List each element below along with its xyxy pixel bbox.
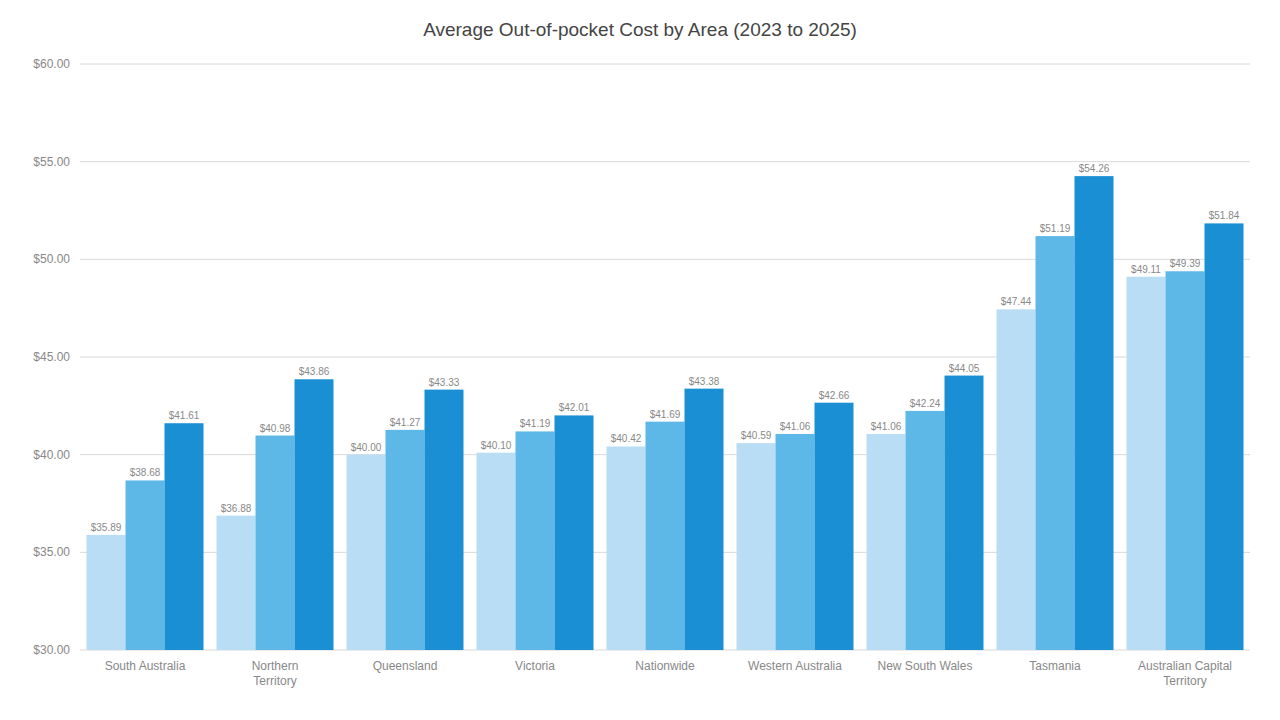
y-tick-label: $35.00 bbox=[33, 545, 70, 559]
title: Average Out-of-pocket Cost by Area (2023… bbox=[423, 19, 857, 40]
x-tick-label: Australian CapitalTerritory bbox=[1138, 659, 1232, 688]
bar bbox=[386, 430, 425, 650]
data-label: $54.26 bbox=[1079, 163, 1110, 174]
data-label: $42.24 bbox=[910, 398, 941, 409]
y-tick-label: $45.00 bbox=[33, 350, 70, 364]
data-label: $43.86 bbox=[299, 366, 330, 377]
bars bbox=[87, 176, 1244, 650]
data-label: $42.66 bbox=[819, 390, 850, 401]
y-tick-label: $30.00 bbox=[33, 643, 70, 657]
data-label: $43.33 bbox=[429, 377, 460, 388]
grid-line bbox=[80, 64, 1250, 65]
data-label: $47.44 bbox=[1001, 296, 1032, 307]
bar bbox=[295, 379, 334, 650]
data-label: $40.42 bbox=[611, 433, 642, 444]
data-label: $41.69 bbox=[650, 409, 681, 420]
x-tick-label: Western Australia bbox=[748, 659, 842, 673]
x-tick-label: Victoria bbox=[515, 659, 555, 673]
bar bbox=[87, 535, 126, 650]
x-tick-label-line: New South Wales bbox=[878, 659, 973, 673]
page: {"chart_data": {"type": "bar", "title": … bbox=[0, 0, 1280, 720]
data-label: $40.98 bbox=[260, 423, 291, 434]
chart: Average Out-of-pocket Cost by Area (2023… bbox=[0, 0, 1280, 720]
data-label: $49.11 bbox=[1131, 264, 1161, 275]
bar bbox=[815, 403, 854, 650]
y-tick-label: $50.00 bbox=[33, 252, 70, 266]
bar bbox=[1036, 236, 1075, 650]
data-label: $43.38 bbox=[689, 376, 720, 387]
bar bbox=[646, 422, 685, 650]
x-tick-label-line: Tasmania bbox=[1029, 659, 1081, 673]
bar bbox=[516, 431, 555, 650]
data-label: $40.10 bbox=[481, 440, 512, 451]
x-tick-label: Nationwide bbox=[635, 659, 695, 673]
data-label: $35.89 bbox=[91, 522, 122, 533]
bar bbox=[1127, 277, 1166, 650]
y-tick-label: $40.00 bbox=[33, 448, 70, 462]
data-label: $42.01 bbox=[559, 402, 590, 413]
bar bbox=[477, 453, 516, 650]
bar bbox=[165, 423, 204, 650]
data-label: $49.39 bbox=[1170, 258, 1201, 269]
bar bbox=[1075, 176, 1114, 650]
x-tick-label: NorthernTerritory bbox=[252, 659, 299, 688]
bar bbox=[997, 309, 1036, 650]
bar bbox=[555, 415, 594, 650]
data-label: $41.19 bbox=[520, 418, 551, 429]
y-tick-label: $55.00 bbox=[33, 155, 70, 169]
bar bbox=[1166, 271, 1205, 650]
x-tick-label-line: Western Australia bbox=[748, 659, 842, 673]
x-tick-label-line: Nationwide bbox=[635, 659, 695, 673]
data-label: $41.06 bbox=[780, 421, 811, 432]
data-labels: $35.89 $36.88 $40.00 $40.10 $40.42 $40.59 $41.… bbox=[91, 163, 1240, 533]
x-tick-label-line: Territory bbox=[253, 674, 296, 688]
x-tick-label-line: Territory bbox=[1163, 674, 1206, 688]
bar bbox=[906, 411, 945, 650]
data-label: $36.88 bbox=[221, 503, 252, 514]
data-label: $41.06 bbox=[871, 421, 902, 432]
data-label: $51.84 bbox=[1209, 210, 1240, 221]
grid bbox=[80, 64, 1250, 650]
bar bbox=[607, 446, 646, 650]
grid-line bbox=[80, 161, 1250, 162]
bar bbox=[945, 376, 984, 650]
bar bbox=[126, 480, 165, 650]
x-tick-label: Tasmania bbox=[1029, 659, 1081, 673]
bar bbox=[685, 389, 724, 650]
data-label: $40.59 bbox=[741, 430, 772, 441]
x-tick-label-line: Northern bbox=[252, 659, 299, 673]
x-tick-label: South Australia bbox=[105, 659, 186, 673]
y-axis: $30.00 $35.00 $40.00 $45.00 $50.00 $55.00 $60.… bbox=[33, 57, 70, 657]
bar bbox=[256, 436, 295, 650]
data-label: $41.61 bbox=[169, 410, 200, 421]
x-tick-label-line: Victoria bbox=[515, 659, 555, 673]
data-label: $38.68 bbox=[130, 467, 161, 478]
bar bbox=[347, 455, 386, 650]
series bbox=[87, 277, 1166, 650]
bar bbox=[217, 516, 256, 650]
series bbox=[126, 236, 1205, 650]
x-tick-label-line: South Australia bbox=[105, 659, 186, 673]
x-tick-label-line: Australian Capital bbox=[1138, 659, 1232, 673]
x-tick-label: Queensland bbox=[373, 659, 438, 673]
bar bbox=[1205, 223, 1244, 650]
bar bbox=[867, 434, 906, 650]
bar bbox=[776, 434, 815, 650]
x-tick-label: New South Wales bbox=[878, 659, 973, 673]
data-label: $51.19 bbox=[1040, 223, 1071, 234]
bar bbox=[425, 390, 464, 650]
y-tick-label: $60.00 bbox=[33, 57, 70, 71]
x-tick-label-line: Queensland bbox=[373, 659, 438, 673]
bar bbox=[737, 443, 776, 650]
x-axis: South AustraliaNorthernTerritoryQueensla… bbox=[105, 659, 1232, 688]
data-label: $41.27 bbox=[390, 417, 421, 428]
series bbox=[165, 176, 1244, 650]
data-label: $44.05 bbox=[949, 363, 980, 374]
data-label: $40.00 bbox=[351, 442, 382, 453]
